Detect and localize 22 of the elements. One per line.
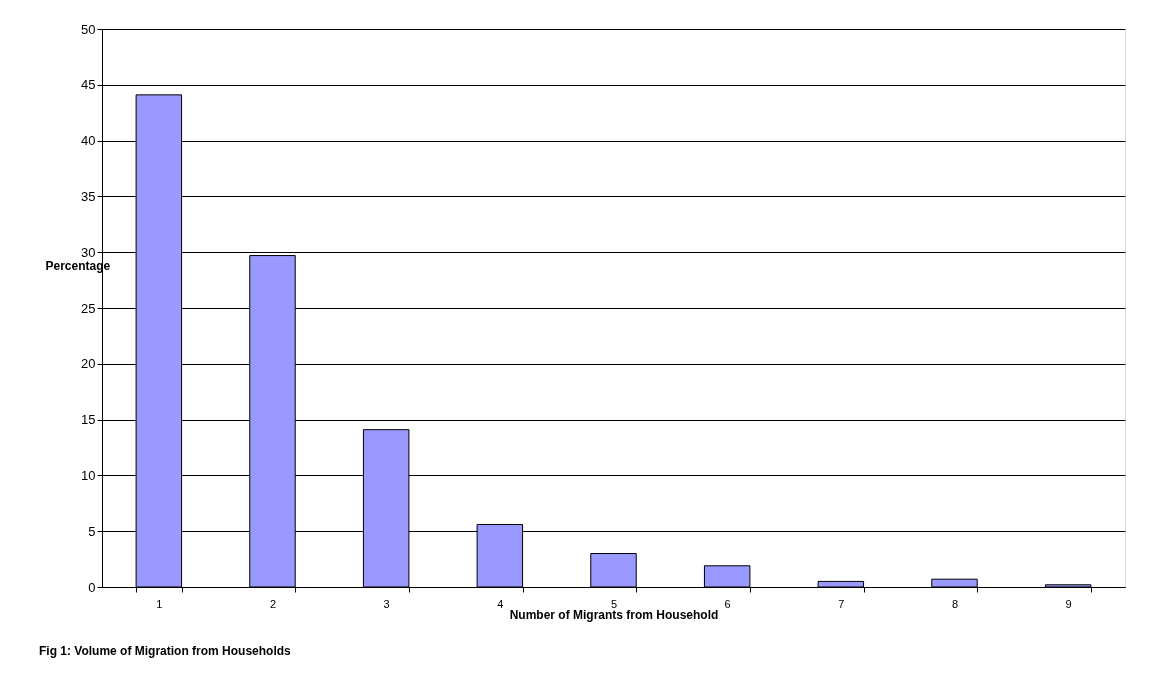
y-tick-label: 20 <box>81 356 96 372</box>
x-tick-label: 2 <box>269 597 277 610</box>
y-tick-label: 30 <box>81 244 96 260</box>
y-tick-label: 50 <box>81 21 96 37</box>
y-tick-label: 35 <box>81 188 96 204</box>
x-tick-label: 5 <box>610 597 618 610</box>
x-tick-label: 1 <box>156 597 163 610</box>
y-tick-label: 0 <box>88 579 96 595</box>
text: Fig 1: Volume of Migration from Households <box>39 644 292 658</box>
y-tick-label: 5 <box>88 523 96 539</box>
y-tick-label: 10 <box>81 467 96 483</box>
x-tick-label: 4 <box>497 597 504 610</box>
y-tick-label: 45 <box>81 77 96 93</box>
x-tick-label: 6 <box>724 597 731 610</box>
x-tick-label: 7 <box>838 597 845 610</box>
y-tick-label: 25 <box>81 300 96 316</box>
y-tick-label: 40 <box>81 133 96 149</box>
x-tick-label: 3 <box>383 597 390 610</box>
x-tick-label: 8 <box>951 597 959 610</box>
x-axis-title: Number of Migrants from Household <box>509 607 719 622</box>
y-tick-label: 15 <box>81 412 96 428</box>
x-tick-label: 9 <box>1065 597 1072 610</box>
